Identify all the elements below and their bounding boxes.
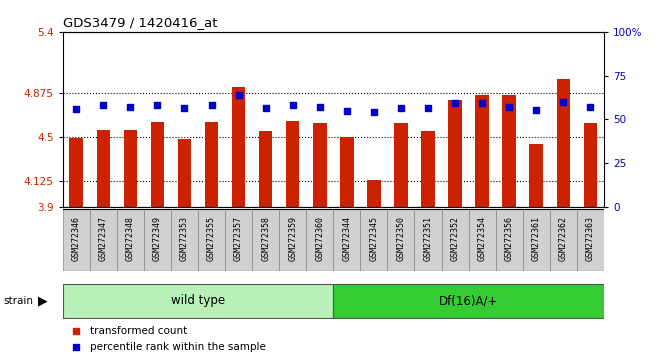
Point: [314, 104, 325, 109]
Text: GSM272344: GSM272344: [343, 216, 351, 261]
Bar: [286, 121, 300, 207]
Bar: [333, 209, 360, 271]
Bar: [279, 209, 306, 271]
Text: Df(16)A/+: Df(16)A/+: [439, 295, 498, 307]
Bar: [550, 209, 577, 271]
Text: GSM272351: GSM272351: [424, 216, 432, 261]
Bar: [306, 209, 333, 271]
Text: GSM272358: GSM272358: [261, 216, 270, 261]
Bar: [360, 209, 387, 271]
Text: GSM272361: GSM272361: [532, 216, 541, 261]
Text: GSM272354: GSM272354: [478, 216, 486, 261]
Bar: [205, 122, 218, 207]
Bar: [502, 95, 516, 207]
Text: wild type: wild type: [171, 295, 225, 307]
Bar: [232, 87, 246, 207]
Bar: [496, 209, 523, 271]
Text: ▶: ▶: [38, 295, 48, 307]
Point: [368, 110, 379, 115]
Bar: [69, 138, 83, 207]
Bar: [387, 209, 414, 271]
Bar: [475, 95, 489, 207]
Point: [531, 107, 541, 113]
Text: strain: strain: [3, 296, 33, 306]
Text: GSM272360: GSM272360: [315, 216, 324, 261]
Point: [71, 344, 82, 350]
Point: [504, 104, 515, 109]
Bar: [313, 123, 327, 207]
Bar: [178, 139, 191, 207]
Bar: [123, 130, 137, 207]
Bar: [90, 209, 117, 271]
Point: [125, 104, 136, 109]
Bar: [150, 122, 164, 207]
Text: GSM272363: GSM272363: [586, 216, 595, 261]
Text: GSM272345: GSM272345: [370, 216, 378, 261]
Point: [422, 105, 433, 110]
Bar: [117, 209, 144, 271]
Bar: [523, 209, 550, 271]
Text: GSM272357: GSM272357: [234, 216, 243, 261]
Bar: [442, 209, 469, 271]
Bar: [259, 131, 273, 207]
Text: GSM272347: GSM272347: [99, 216, 108, 261]
Text: GSM272359: GSM272359: [288, 216, 297, 261]
Text: GSM272356: GSM272356: [505, 216, 513, 261]
Point: [206, 103, 216, 108]
Bar: [583, 123, 597, 207]
Bar: [225, 209, 252, 271]
Text: GSM272353: GSM272353: [180, 216, 189, 261]
Text: GSM272350: GSM272350: [397, 216, 405, 261]
Bar: [333, 284, 604, 318]
Text: GSM272346: GSM272346: [72, 216, 81, 261]
Text: percentile rank within the sample: percentile rank within the sample: [90, 342, 265, 352]
Bar: [421, 131, 435, 207]
Point: [558, 99, 568, 105]
Point: [71, 106, 82, 112]
Bar: [340, 137, 354, 207]
Text: GSM272362: GSM272362: [559, 216, 568, 261]
Text: GDS3479 / 1420416_at: GDS3479 / 1420416_at: [63, 16, 217, 29]
Point: [342, 108, 352, 114]
Point: [152, 103, 162, 108]
Text: GSM272355: GSM272355: [207, 216, 216, 261]
Point: [260, 105, 271, 110]
Point: [71, 328, 82, 334]
Point: [477, 100, 487, 106]
Bar: [394, 123, 408, 207]
Point: [98, 103, 108, 108]
Point: [179, 105, 190, 110]
Bar: [577, 209, 604, 271]
Bar: [252, 209, 279, 271]
Text: GSM272352: GSM272352: [451, 216, 459, 261]
Bar: [198, 209, 225, 271]
Bar: [96, 130, 110, 207]
Bar: [529, 144, 543, 207]
Bar: [144, 209, 171, 271]
Point: [287, 103, 298, 108]
Bar: [469, 209, 496, 271]
Point: [234, 92, 244, 98]
Bar: [367, 180, 381, 207]
Point: [585, 104, 595, 109]
Bar: [556, 79, 570, 207]
Point: [450, 100, 461, 106]
Point: [395, 105, 406, 110]
Bar: [171, 209, 198, 271]
Bar: [448, 99, 462, 207]
Text: transformed count: transformed count: [90, 326, 187, 336]
Bar: [63, 284, 333, 318]
Bar: [63, 209, 90, 271]
Text: GSM272349: GSM272349: [153, 216, 162, 261]
Text: GSM272348: GSM272348: [126, 216, 135, 261]
Bar: [414, 209, 442, 271]
